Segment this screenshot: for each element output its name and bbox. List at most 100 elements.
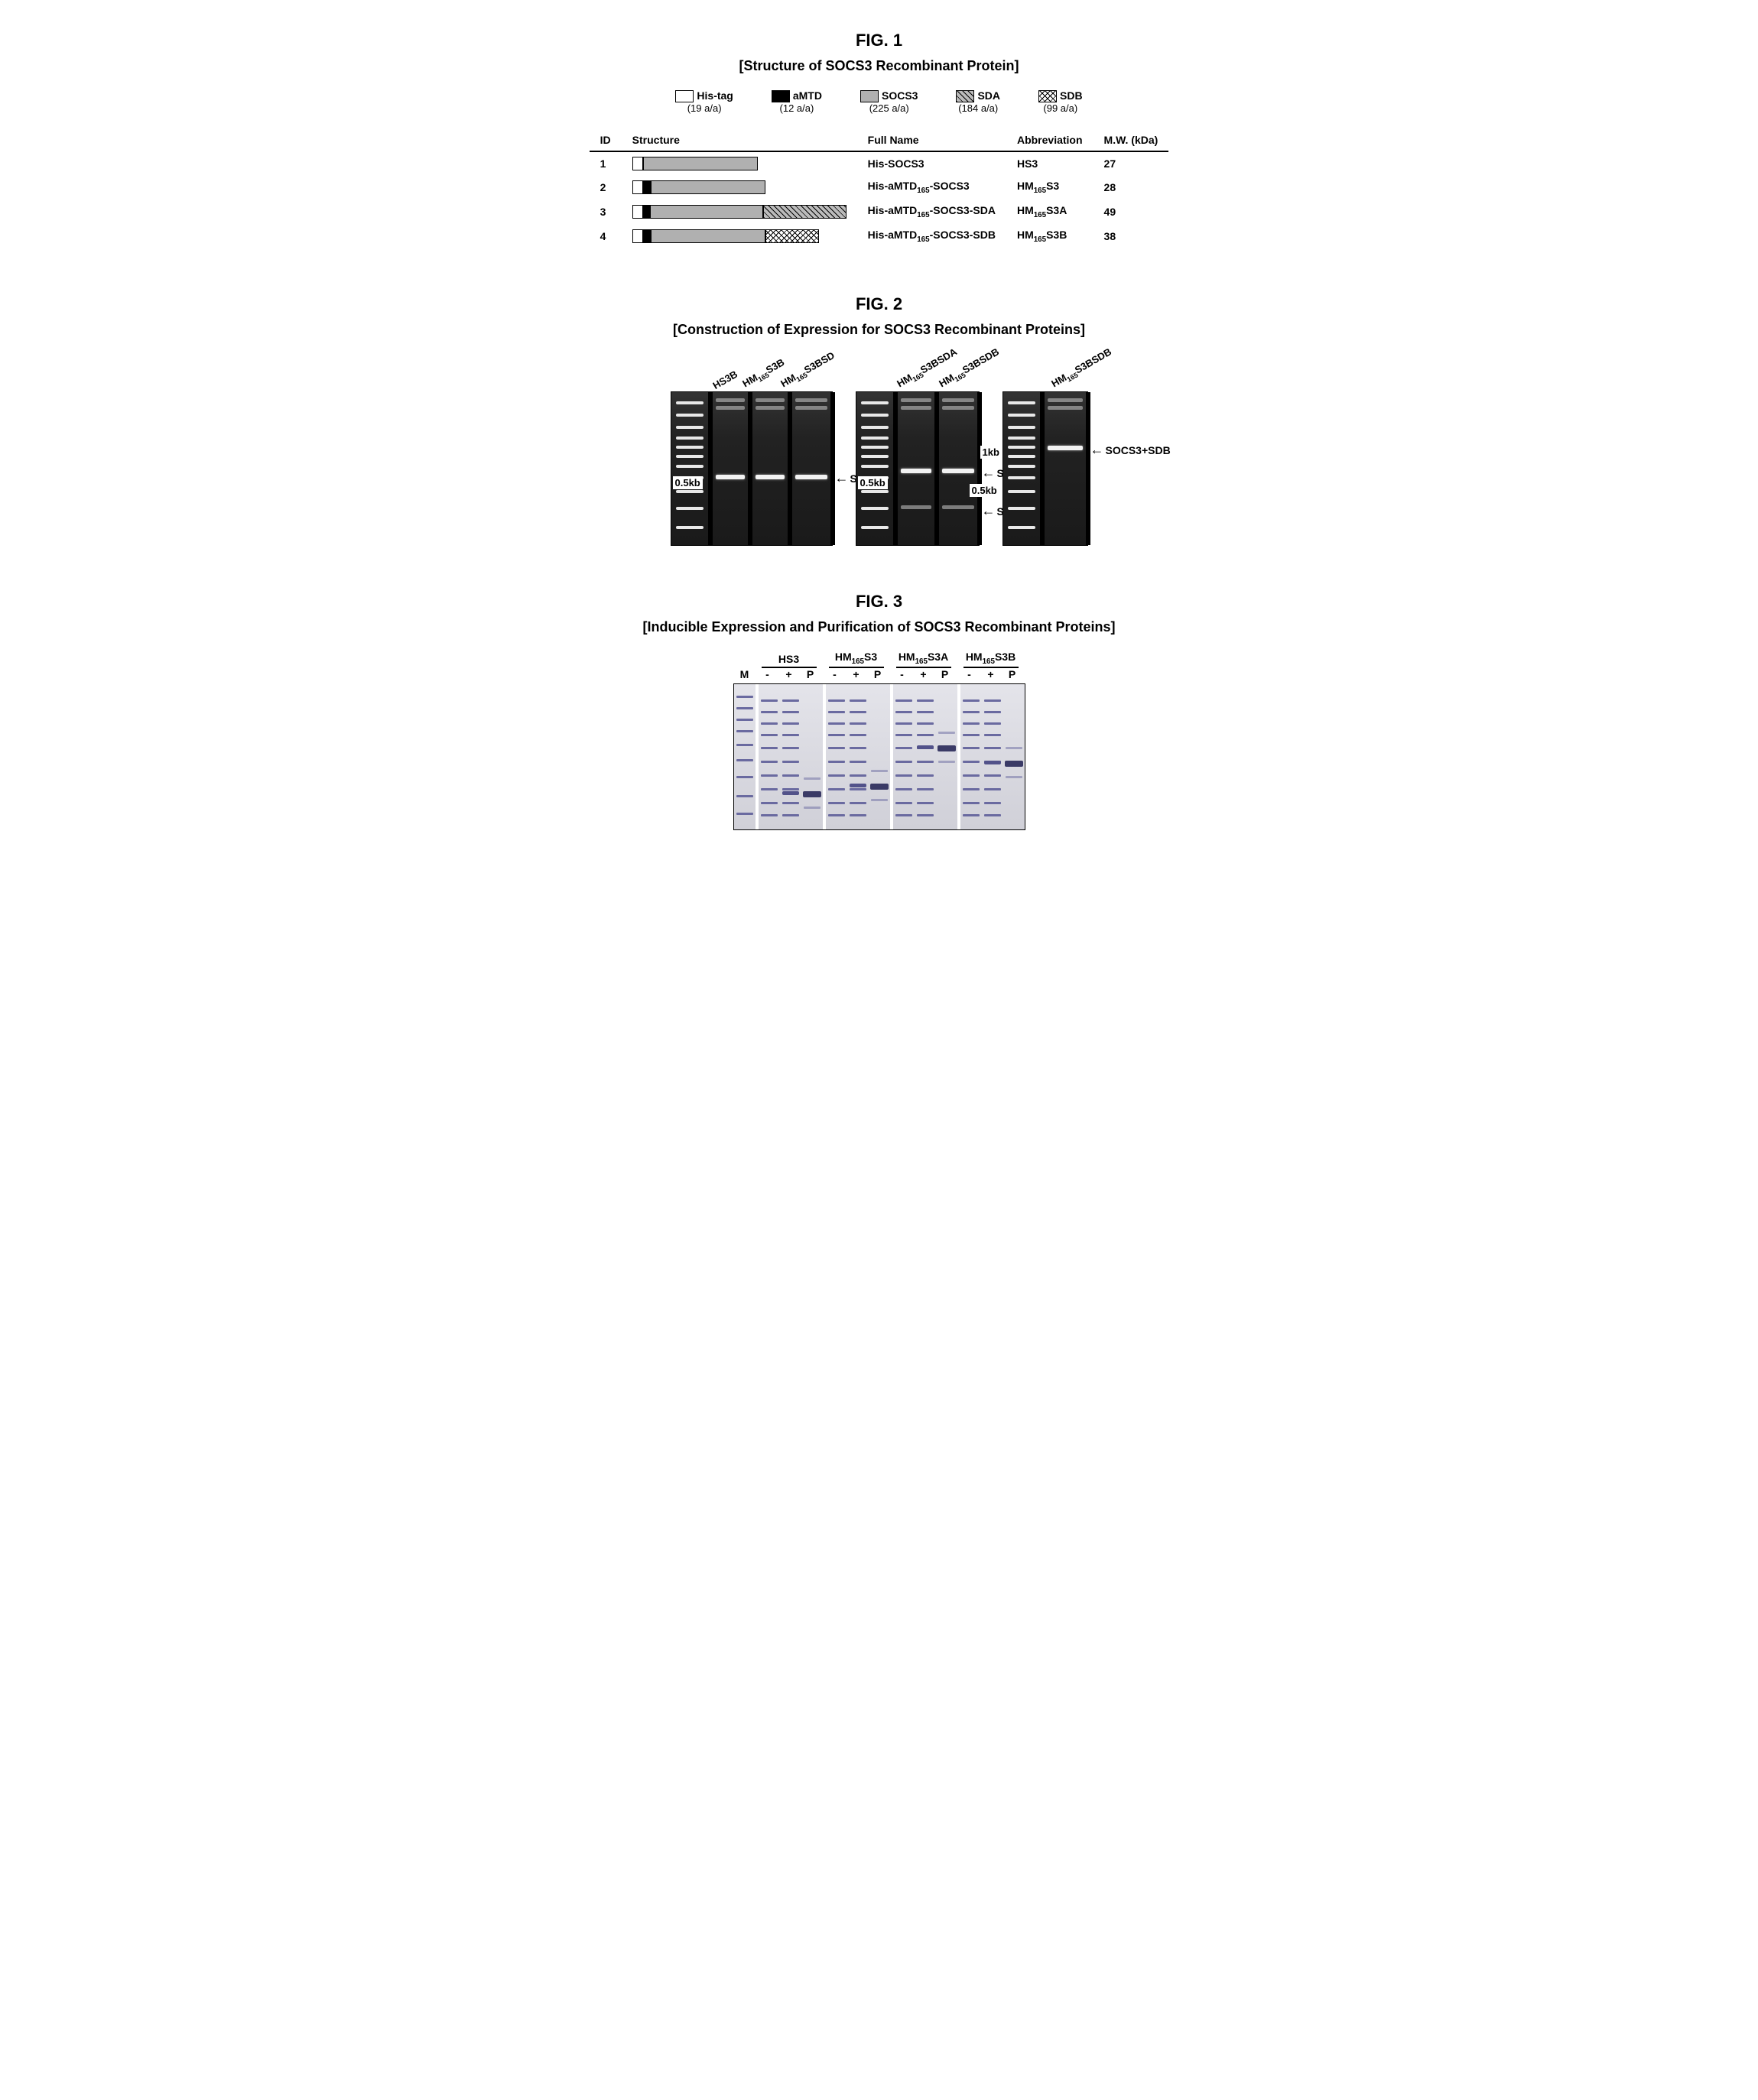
legend-sub: (19 a/a)	[675, 102, 733, 114]
lysate-band	[984, 711, 1001, 713]
lysate-band	[963, 734, 980, 736]
legend-swatch	[1038, 90, 1057, 102]
cell-structure	[622, 175, 857, 200]
ladder-band	[861, 465, 889, 468]
group-sublabels: -+P	[890, 668, 957, 680]
protein-lane	[780, 684, 801, 829]
lysate-band	[917, 802, 934, 804]
sublabel: +	[846, 668, 867, 680]
lysate-band	[984, 734, 1001, 736]
lysate-band	[850, 747, 866, 749]
fig3-gel	[733, 683, 1025, 830]
gel-body: 0.5kbSDASDB	[856, 391, 980, 546]
faint-band	[1006, 776, 1022, 778]
fig2-panels: HS3BHM165S3BHM165S3BSD0.5kbSOCS3HM165S3B…	[61, 353, 1697, 546]
gel-top-labels: HS3BHM165S3BHM165S3BSD	[671, 353, 831, 391]
faint-band	[871, 799, 888, 801]
legend-name: aMTD	[793, 89, 822, 102]
group-name: HS3	[756, 653, 823, 665]
sublabel: P	[800, 668, 821, 680]
lysate-band	[963, 802, 980, 804]
induced-band	[984, 761, 1001, 764]
gel-lane	[856, 392, 898, 545]
lane-label: HS3B	[710, 368, 739, 391]
ladder-band	[736, 696, 753, 698]
lysate-band	[761, 699, 778, 702]
legend-sub: (184 a/a)	[956, 102, 1000, 114]
lysate-band	[828, 814, 845, 816]
lysate-band	[850, 814, 866, 816]
fig2-label: FIG. 2	[61, 294, 1697, 314]
structure-segment	[632, 229, 643, 243]
sublabel: -	[959, 668, 980, 680]
cell-fullname: His-aMTD165-SOCS3-SDA	[857, 200, 1006, 224]
gel-lane	[752, 392, 792, 545]
sublabel: +	[980, 668, 1002, 680]
lysate-band	[984, 699, 1001, 702]
lysate-band	[850, 711, 866, 713]
lysate-band	[828, 711, 845, 713]
structure-segment	[632, 180, 643, 194]
lysate-band	[850, 699, 866, 702]
structure-segment	[632, 157, 643, 170]
ladder-band	[676, 455, 704, 458]
cell-abbrev: HM165S3B	[1006, 224, 1093, 248]
faint-band	[901, 398, 931, 402]
ladder-band	[861, 490, 889, 493]
lysate-band	[895, 747, 912, 749]
lysate-band	[917, 711, 934, 713]
fig2-title: [Construction of Expression for SOCS3 Re…	[61, 322, 1697, 338]
lysate-band	[895, 814, 912, 816]
ladder-band	[676, 526, 704, 529]
lysate-band	[984, 747, 1001, 749]
table-header: Full Name	[857, 129, 1006, 151]
induced-band	[850, 784, 866, 787]
faint-band	[871, 770, 888, 772]
legend-swatch	[675, 90, 694, 102]
lysate-band	[761, 747, 778, 749]
sublabel: -	[824, 668, 846, 680]
gel-band	[716, 475, 745, 479]
lysate-band	[850, 788, 866, 790]
fig1-label: FIG. 1	[61, 31, 1697, 50]
ladder-band	[1008, 414, 1035, 417]
gel-lane	[939, 392, 982, 545]
purified-band	[937, 745, 956, 751]
sublabel: +	[913, 668, 934, 680]
cell-structure	[622, 200, 857, 224]
ladder-band	[861, 507, 889, 510]
ladder-band	[676, 490, 704, 493]
protein-lane	[801, 684, 823, 829]
legend-item: SDB(99 a/a)	[1038, 89, 1083, 114]
gel-band	[942, 469, 974, 473]
ladder-band	[1008, 507, 1035, 510]
faint-band	[942, 406, 974, 410]
ladder-band	[736, 759, 753, 761]
lysate-band	[895, 761, 912, 763]
lane-label: HM165S3B	[740, 356, 787, 391]
protein-lane	[960, 684, 982, 829]
protein-lane	[847, 684, 869, 829]
size-marker: 0.5kb	[858, 476, 888, 489]
faint-band	[804, 807, 821, 809]
faint-band	[1048, 398, 1083, 402]
ladder-band	[736, 776, 753, 778]
ladder-band	[736, 744, 753, 746]
faint-band	[1006, 747, 1022, 749]
sublabel: P	[934, 668, 956, 680]
lysate-band	[963, 699, 980, 702]
lysate-band	[917, 722, 934, 725]
lysate-band	[895, 774, 912, 777]
figure-3: FIG. 3 [Inducible Expression and Purific…	[61, 592, 1697, 831]
structure-segment	[632, 205, 643, 219]
group-name: HM165S3B	[957, 651, 1025, 666]
legend-item: aMTD(12 a/a)	[772, 89, 822, 114]
group-header: HM165S3B	[957, 651, 1025, 669]
structure-segment	[643, 180, 651, 194]
cell-mw: 49	[1093, 200, 1169, 224]
ladder-band	[861, 401, 889, 404]
lysate-band	[828, 788, 845, 790]
fig1-table: IDStructureFull NameAbbreviationM.W. (kD…	[590, 129, 1169, 248]
legend-item: His-tag(19 a/a)	[675, 89, 733, 114]
protein-lane	[936, 684, 957, 829]
